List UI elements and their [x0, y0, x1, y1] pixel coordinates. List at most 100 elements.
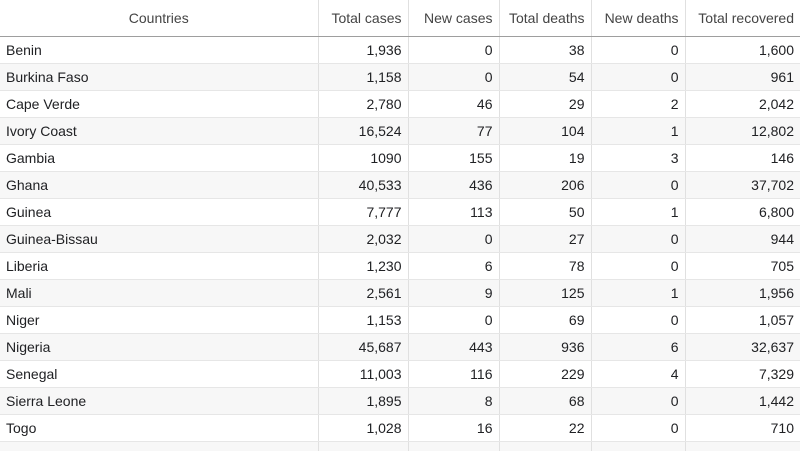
- new-deaths-cell: 2: [590, 90, 685, 118]
- total-deaths-cell: 27: [498, 225, 591, 253]
- table-row: Senegal 11,003 116 229 4 7,329: [0, 360, 800, 388]
- table-row: Nigeria 45,687 443 936 6 32,637: [0, 333, 800, 361]
- total-recovered-cell: 12,802: [684, 117, 800, 145]
- table-row: Sierra Leone 1,895 8 68 0 1,442: [0, 387, 800, 415]
- header-new-deaths[interactable]: New deaths: [590, 0, 685, 37]
- country-cell: Guinea: [0, 198, 318, 226]
- header-total-deaths[interactable]: Total deaths: [498, 0, 591, 37]
- new-cases-cell: 8: [407, 387, 499, 415]
- total-recovered-cell: 1,956: [684, 279, 800, 307]
- total-recovered-cell: 1,442: [684, 387, 800, 415]
- table-row: Guinea 7,777 113 50 1 6,800: [0, 198, 800, 226]
- country-cell: Senegal: [0, 360, 318, 388]
- new-deaths-cell: 3: [590, 144, 685, 172]
- total-deaths-cell: 229: [498, 360, 591, 388]
- total-recovered-cell: 2,042: [684, 90, 800, 118]
- country-cell: Mali: [0, 279, 318, 307]
- table-body: Benin 1,936 0 38 0 1,600 Burkina Faso 1,158 0 54 0…: [0, 36, 800, 451]
- total-cases-cell: 2,780: [317, 90, 408, 118]
- filler-cell: [407, 441, 499, 451]
- country-cell: Nigeria: [0, 333, 318, 361]
- header-new-cases[interactable]: New cases: [407, 0, 499, 37]
- total-cases-cell: 1090: [317, 144, 408, 172]
- table-row: Ghana 40,533 436 206 0 37,702: [0, 171, 800, 199]
- table-row: Togo 1,028 16 22 0 710: [0, 414, 800, 442]
- new-cases-cell: 46: [407, 90, 499, 118]
- new-deaths-cell: 0: [590, 63, 685, 91]
- table-row: Mali 2,561 9 125 1 1,956: [0, 279, 800, 307]
- new-cases-cell: 155: [407, 144, 499, 172]
- new-cases-cell: 113: [407, 198, 499, 226]
- country-cell: Benin: [0, 36, 318, 64]
- total-recovered-cell: 710: [684, 414, 800, 442]
- total-deaths-cell: 69: [498, 306, 591, 334]
- total-deaths-cell: 54: [498, 63, 591, 91]
- country-cell: Cape Verde: [0, 90, 318, 118]
- new-cases-cell: 443: [407, 333, 499, 361]
- new-deaths-cell: 0: [590, 387, 685, 415]
- new-deaths-cell: 0: [590, 36, 685, 64]
- total-cases-cell: 7,777: [317, 198, 408, 226]
- table-row: Niger 1,153 0 69 0 1,057: [0, 306, 800, 334]
- table-row: Ivory Coast 16,524 77 104 1 12,802: [0, 117, 800, 145]
- total-recovered-cell: 944: [684, 225, 800, 253]
- total-recovered-cell: 1,057: [684, 306, 800, 334]
- total-cases-cell: 1,158: [317, 63, 408, 91]
- country-cell: Ghana: [0, 171, 318, 199]
- total-recovered-cell: 146: [684, 144, 800, 172]
- new-cases-cell: 436: [407, 171, 499, 199]
- new-cases-cell: 9: [407, 279, 499, 307]
- total-cases-cell: 2,561: [317, 279, 408, 307]
- total-cases-cell: 16,524: [317, 117, 408, 145]
- country-cell: Togo: [0, 414, 318, 442]
- table-row: Guinea-Bissau 2,032 0 27 0 944: [0, 225, 800, 253]
- table-row: Burkina Faso 1,158 0 54 0 961: [0, 63, 800, 91]
- total-cases-cell: 1,895: [317, 387, 408, 415]
- header-total-cases[interactable]: Total cases: [317, 0, 408, 37]
- total-deaths-cell: 19: [498, 144, 591, 172]
- new-deaths-cell: 6: [590, 333, 685, 361]
- new-cases-cell: 0: [407, 225, 499, 253]
- total-cases-cell: 1,230: [317, 252, 408, 280]
- new-deaths-cell: 1: [590, 279, 685, 307]
- filler-cell: [0, 441, 318, 451]
- header-row: Countries Total cases New cases Total de…: [0, 0, 800, 37]
- total-recovered-cell: 37,702: [684, 171, 800, 199]
- country-cell: Niger: [0, 306, 318, 334]
- new-deaths-cell: 4: [590, 360, 685, 388]
- total-recovered-cell: 705: [684, 252, 800, 280]
- country-cell: Gambia: [0, 144, 318, 172]
- new-cases-cell: 0: [407, 63, 499, 91]
- new-cases-cell: 116: [407, 360, 499, 388]
- new-deaths-cell: 1: [590, 117, 685, 145]
- new-cases-cell: 16: [407, 414, 499, 442]
- total-recovered-cell: 6,800: [684, 198, 800, 226]
- total-cases-cell: 1,936: [317, 36, 408, 64]
- country-cell: Liberia: [0, 252, 318, 280]
- total-cases-cell: 1,028: [317, 414, 408, 442]
- total-deaths-cell: 104: [498, 117, 591, 145]
- header-total-recovered[interactable]: Total recovered: [684, 0, 800, 37]
- filler-cell: [498, 441, 591, 451]
- filler-cell: [317, 441, 408, 451]
- new-deaths-cell: 0: [590, 414, 685, 442]
- total-deaths-cell: 38: [498, 36, 591, 64]
- total-deaths-cell: 206: [498, 171, 591, 199]
- header-countries[interactable]: Countries: [0, 0, 318, 37]
- total-deaths-cell: 68: [498, 387, 591, 415]
- new-deaths-cell: 0: [590, 252, 685, 280]
- total-cases-cell: 40,533: [317, 171, 408, 199]
- new-cases-cell: 77: [407, 117, 499, 145]
- table-row: Benin 1,936 0 38 0 1,600: [0, 36, 800, 64]
- total-cases-cell: 2,032: [317, 225, 408, 253]
- country-cell: Sierra Leone: [0, 387, 318, 415]
- new-deaths-cell: 1: [590, 198, 685, 226]
- table-row: Cape Verde 2,780 46 29 2 2,042: [0, 90, 800, 118]
- total-recovered-cell: 961: [684, 63, 800, 91]
- total-recovered-cell: 1,600: [684, 36, 800, 64]
- total-deaths-cell: 125: [498, 279, 591, 307]
- total-deaths-cell: 29: [498, 90, 591, 118]
- new-cases-cell: 6: [407, 252, 499, 280]
- total-cases-cell: 45,687: [317, 333, 408, 361]
